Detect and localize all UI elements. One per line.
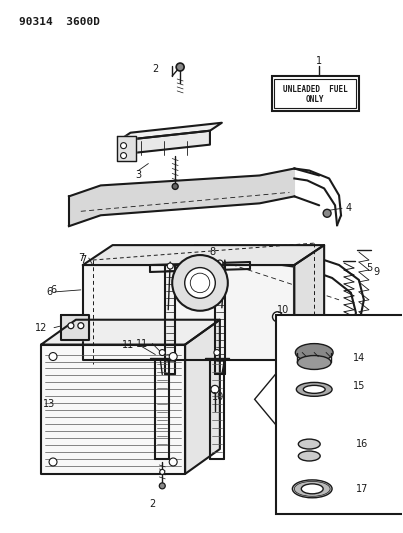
- Polygon shape: [83, 265, 294, 360]
- Polygon shape: [69, 168, 294, 226]
- Text: 17: 17: [356, 484, 368, 494]
- Text: 12: 12: [35, 322, 47, 333]
- Circle shape: [49, 352, 57, 360]
- Text: 9: 9: [374, 267, 380, 277]
- Polygon shape: [185, 320, 220, 474]
- Text: 3: 3: [135, 171, 141, 181]
- Circle shape: [120, 152, 127, 158]
- Circle shape: [169, 352, 177, 360]
- Polygon shape: [61, 315, 89, 340]
- Ellipse shape: [303, 385, 325, 393]
- Circle shape: [172, 183, 178, 189]
- Ellipse shape: [292, 480, 332, 498]
- Circle shape: [160, 470, 165, 474]
- Circle shape: [68, 322, 74, 329]
- Ellipse shape: [296, 382, 332, 397]
- Text: 14: 14: [353, 352, 365, 362]
- Polygon shape: [41, 320, 220, 345]
- Circle shape: [272, 312, 283, 322]
- Text: 8: 8: [210, 247, 216, 257]
- Text: 7: 7: [80, 255, 86, 265]
- Polygon shape: [255, 369, 279, 429]
- Text: 4: 4: [346, 203, 352, 213]
- Text: 1: 1: [316, 56, 322, 66]
- Polygon shape: [118, 123, 222, 141]
- Text: 5: 5: [366, 263, 372, 273]
- Circle shape: [159, 350, 165, 356]
- Ellipse shape: [297, 356, 331, 369]
- Ellipse shape: [301, 484, 323, 494]
- Polygon shape: [83, 245, 324, 265]
- Circle shape: [172, 255, 228, 311]
- Text: 10: 10: [277, 305, 290, 315]
- Circle shape: [167, 263, 173, 269]
- Circle shape: [214, 350, 220, 356]
- Circle shape: [185, 268, 215, 298]
- Text: 6: 6: [50, 285, 56, 295]
- Text: 10: 10: [212, 392, 224, 402]
- Circle shape: [190, 273, 210, 293]
- Polygon shape: [116, 136, 137, 160]
- Bar: [276, 315, 403, 514]
- Ellipse shape: [295, 344, 333, 361]
- Circle shape: [49, 458, 57, 466]
- Polygon shape: [118, 131, 210, 155]
- Text: 7: 7: [78, 253, 84, 263]
- Ellipse shape: [298, 451, 320, 461]
- Circle shape: [323, 209, 331, 217]
- Circle shape: [210, 267, 216, 273]
- Text: 2: 2: [149, 499, 156, 509]
- Circle shape: [120, 143, 127, 149]
- Circle shape: [159, 483, 165, 489]
- Bar: [272, 76, 359, 111]
- Text: 2: 2: [152, 64, 158, 74]
- Text: 13: 13: [43, 399, 55, 409]
- Text: ONLY: ONLY: [306, 95, 324, 104]
- Text: UNLEADED  FUEL: UNLEADED FUEL: [283, 85, 347, 94]
- Circle shape: [345, 334, 353, 342]
- Circle shape: [78, 322, 84, 329]
- Circle shape: [211, 385, 219, 393]
- Text: 11: 11: [136, 338, 149, 349]
- Circle shape: [176, 63, 184, 71]
- Polygon shape: [294, 245, 324, 360]
- Text: 11: 11: [123, 340, 135, 350]
- Ellipse shape: [298, 439, 320, 449]
- Circle shape: [169, 458, 177, 466]
- Circle shape: [217, 260, 223, 266]
- Text: 90314  3600D: 90314 3600D: [19, 17, 100, 27]
- Bar: [274, 79, 356, 108]
- Text: 6: 6: [46, 287, 52, 297]
- Text: 16: 16: [356, 439, 368, 449]
- Polygon shape: [41, 345, 185, 474]
- Text: 15: 15: [353, 382, 365, 391]
